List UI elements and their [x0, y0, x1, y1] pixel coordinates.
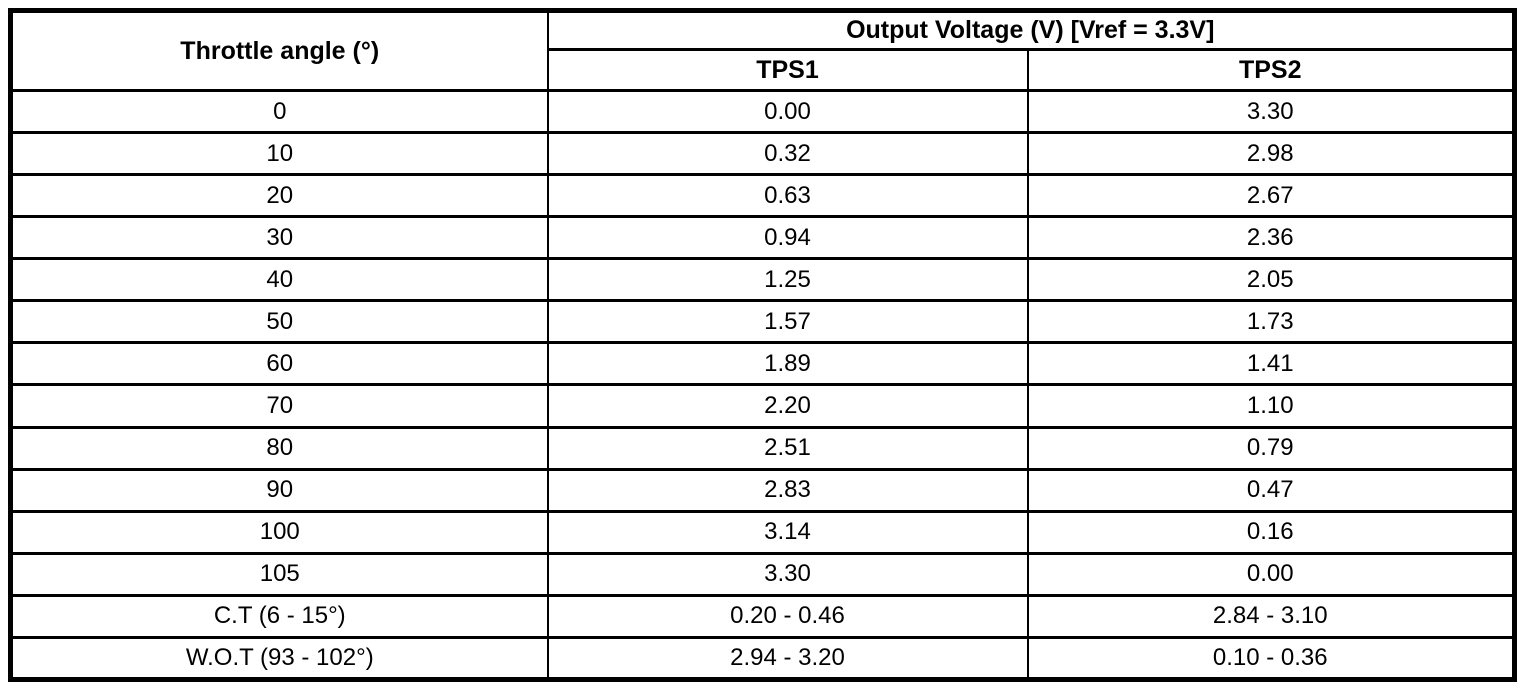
tps2-value-cell: 2.98 — [1026, 131, 1516, 177]
tps1-value-cell: 2.94 - 3.20 — [546, 635, 1029, 682]
tps2-value-cell: 0.16 — [1026, 509, 1516, 555]
tps2-value-cell: 2.84 - 3.10 — [1026, 593, 1516, 639]
throttle-angle-cell: 40 — [9, 257, 549, 303]
table-row: 50 1.57 1.73 — [9, 299, 1516, 345]
tps2-value-cell: 0.79 — [1026, 425, 1516, 471]
tps2-value-cell: 3.30 — [1026, 88, 1516, 135]
throttle-angle-cell: 100 — [9, 509, 549, 555]
tps1-column-header: TPS1 — [546, 48, 1029, 92]
tps1-value-cell: 3.14 — [546, 509, 1029, 555]
table-row: W.O.T (93 - 102°) 2.94 - 3.20 0.10 - 0.3… — [9, 635, 1516, 682]
throttle-angle-cell: C.T (6 - 15°) — [9, 593, 549, 639]
throttle-angle-cell: 0 — [9, 88, 549, 135]
throttle-angle-column-header: Throttle angle (°) — [9, 9, 549, 92]
tps1-value-cell: 0.20 - 0.46 — [546, 593, 1029, 639]
tps2-column-header: TPS2 — [1026, 48, 1516, 92]
tps-spec-table-container: Throttle angle (°) Output Voltage (V) [V… — [8, 8, 1517, 682]
table-row: 80 2.51 0.79 — [9, 425, 1516, 471]
tps1-value-cell: 2.20 — [546, 383, 1029, 429]
header-row-group: Throttle angle (°) Output Voltage (V) [V… — [9, 9, 1516, 92]
tps1-value-cell: 1.57 — [546, 299, 1029, 345]
table-row: 70 2.20 1.10 — [9, 383, 1516, 429]
throttle-angle-cell: 60 — [9, 341, 549, 387]
tps2-value-cell: 0.47 — [1026, 467, 1516, 513]
header-row-sub: TPS1 TPS2 — [11, 48, 1516, 92]
table-row: 100 3.14 0.16 — [9, 509, 1516, 555]
tps2-value-cell: 2.05 — [1026, 257, 1516, 303]
table-row: 90 2.83 0.47 — [9, 467, 1516, 513]
tps2-value-cell: 2.36 — [1026, 215, 1516, 261]
table-header: Throttle angle (°) Output Voltage (V) [V… — [9, 9, 1516, 92]
throttle-angle-cell: 10 — [9, 131, 549, 177]
table-row: 0 0.00 3.30 — [9, 88, 1516, 135]
throttle-angle-cell: 50 — [9, 299, 549, 345]
tps1-value-cell: 0.32 — [546, 131, 1029, 177]
tps1-value-cell: 0.63 — [546, 173, 1029, 219]
table-row: 105 3.30 0.00 — [9, 551, 1516, 597]
tps2-value-cell: 0.10 - 0.36 — [1026, 635, 1516, 682]
tps2-value-cell: 1.41 — [1026, 341, 1516, 387]
table-row: 30 0.94 2.36 — [9, 215, 1516, 261]
tps2-value-cell: 2.67 — [1026, 173, 1516, 219]
table-row: C.T (6 - 15°) 0.20 - 0.46 2.84 - 3.10 — [9, 593, 1516, 639]
tps1-value-cell: 0.94 — [546, 215, 1029, 261]
table-row: 10 0.32 2.98 — [9, 131, 1516, 177]
table-body: 0 0.00 3.30 10 0.32 2.98 20 0.63 2.67 30… — [9, 88, 1516, 682]
throttle-angle-cell: 20 — [9, 173, 549, 219]
tps1-value-cell: 3.30 — [546, 551, 1029, 597]
output-voltage-group-header: Output Voltage (V) [Vref = 3.3V] — [546, 9, 1516, 51]
table-row: 60 1.89 1.41 — [9, 341, 1516, 387]
tps1-value-cell: 1.89 — [546, 341, 1029, 387]
tps1-value-cell: 2.51 — [546, 425, 1029, 471]
table-row: 40 1.25 2.05 — [9, 257, 1516, 303]
tps1-value-cell: 1.25 — [546, 257, 1029, 303]
tps2-value-cell: 1.10 — [1026, 383, 1516, 429]
throttle-angle-cell: 70 — [9, 383, 549, 429]
tps2-value-cell: 1.73 — [1026, 299, 1516, 345]
throttle-angle-cell: 105 — [9, 551, 549, 597]
tps2-value-cell: 0.00 — [1026, 551, 1516, 597]
table-row: 20 0.63 2.67 — [9, 173, 1516, 219]
tps1-value-cell: 0.00 — [546, 88, 1029, 135]
throttle-angle-cell: W.O.T (93 - 102°) — [9, 635, 549, 682]
throttle-angle-cell: 90 — [9, 467, 549, 513]
tps1-value-cell: 2.83 — [546, 467, 1029, 513]
throttle-angle-cell: 80 — [9, 425, 549, 471]
tps-voltage-spec-table: Throttle angle (°) Output Voltage (V) [V… — [8, 8, 1517, 682]
throttle-angle-cell: 30 — [9, 215, 549, 261]
